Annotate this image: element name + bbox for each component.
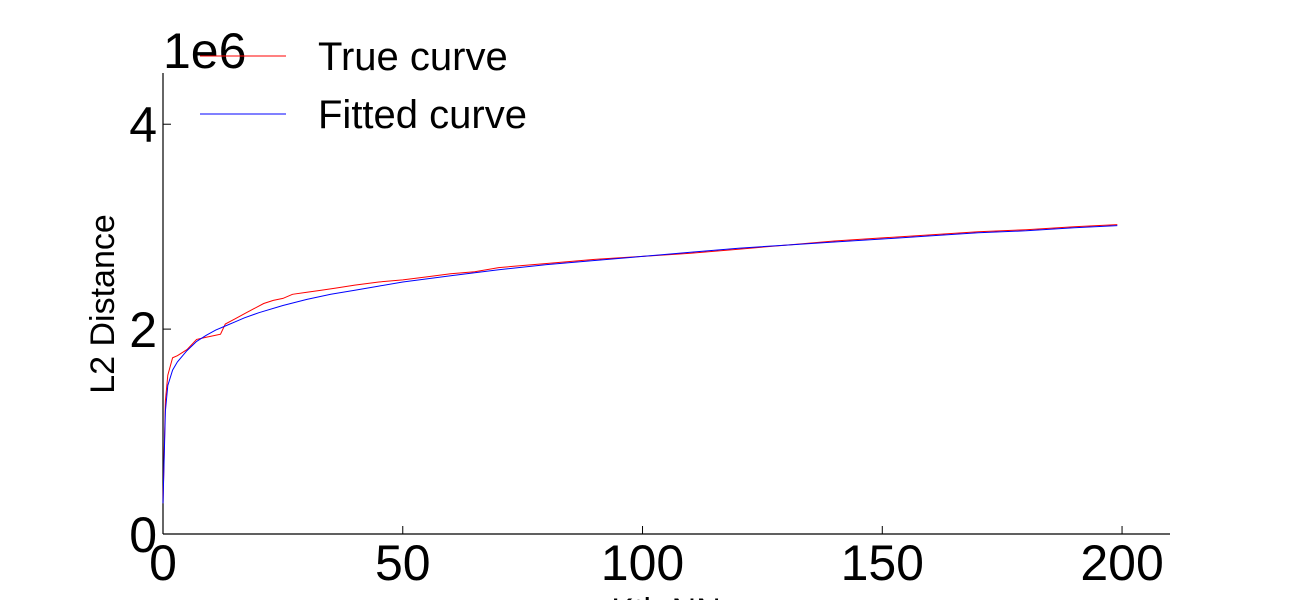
ticks: 0 50 100 150 200 0 2 4 [129, 97, 1164, 591]
x-tick-label: 150 [841, 535, 924, 591]
x-tick-label: 0 [149, 535, 177, 591]
legend-label-fitted-curve: Fitted curve [318, 93, 527, 137]
y-axis-title: L2 Distance [84, 214, 122, 394]
series-line-fitted-curve [162, 225, 1118, 504]
x-tick-label: 50 [375, 535, 431, 591]
y-tick-label: 0 [129, 507, 157, 563]
y-tick-label: 2 [129, 302, 157, 358]
legend: True curve Fitted curve [200, 35, 527, 137]
series-line-true-curve [162, 224, 1118, 504]
series-layer [162, 224, 1118, 504]
x-axis-title: Kth NN [611, 592, 721, 600]
x-tick-label: 200 [1080, 535, 1163, 591]
legend-label-true-curve: True curve [318, 35, 508, 79]
y-offset-label: 1e6 [163, 23, 246, 79]
y-tick-label: 4 [129, 97, 157, 153]
axes [162, 73, 1170, 535]
x-tick-label: 100 [601, 535, 684, 591]
